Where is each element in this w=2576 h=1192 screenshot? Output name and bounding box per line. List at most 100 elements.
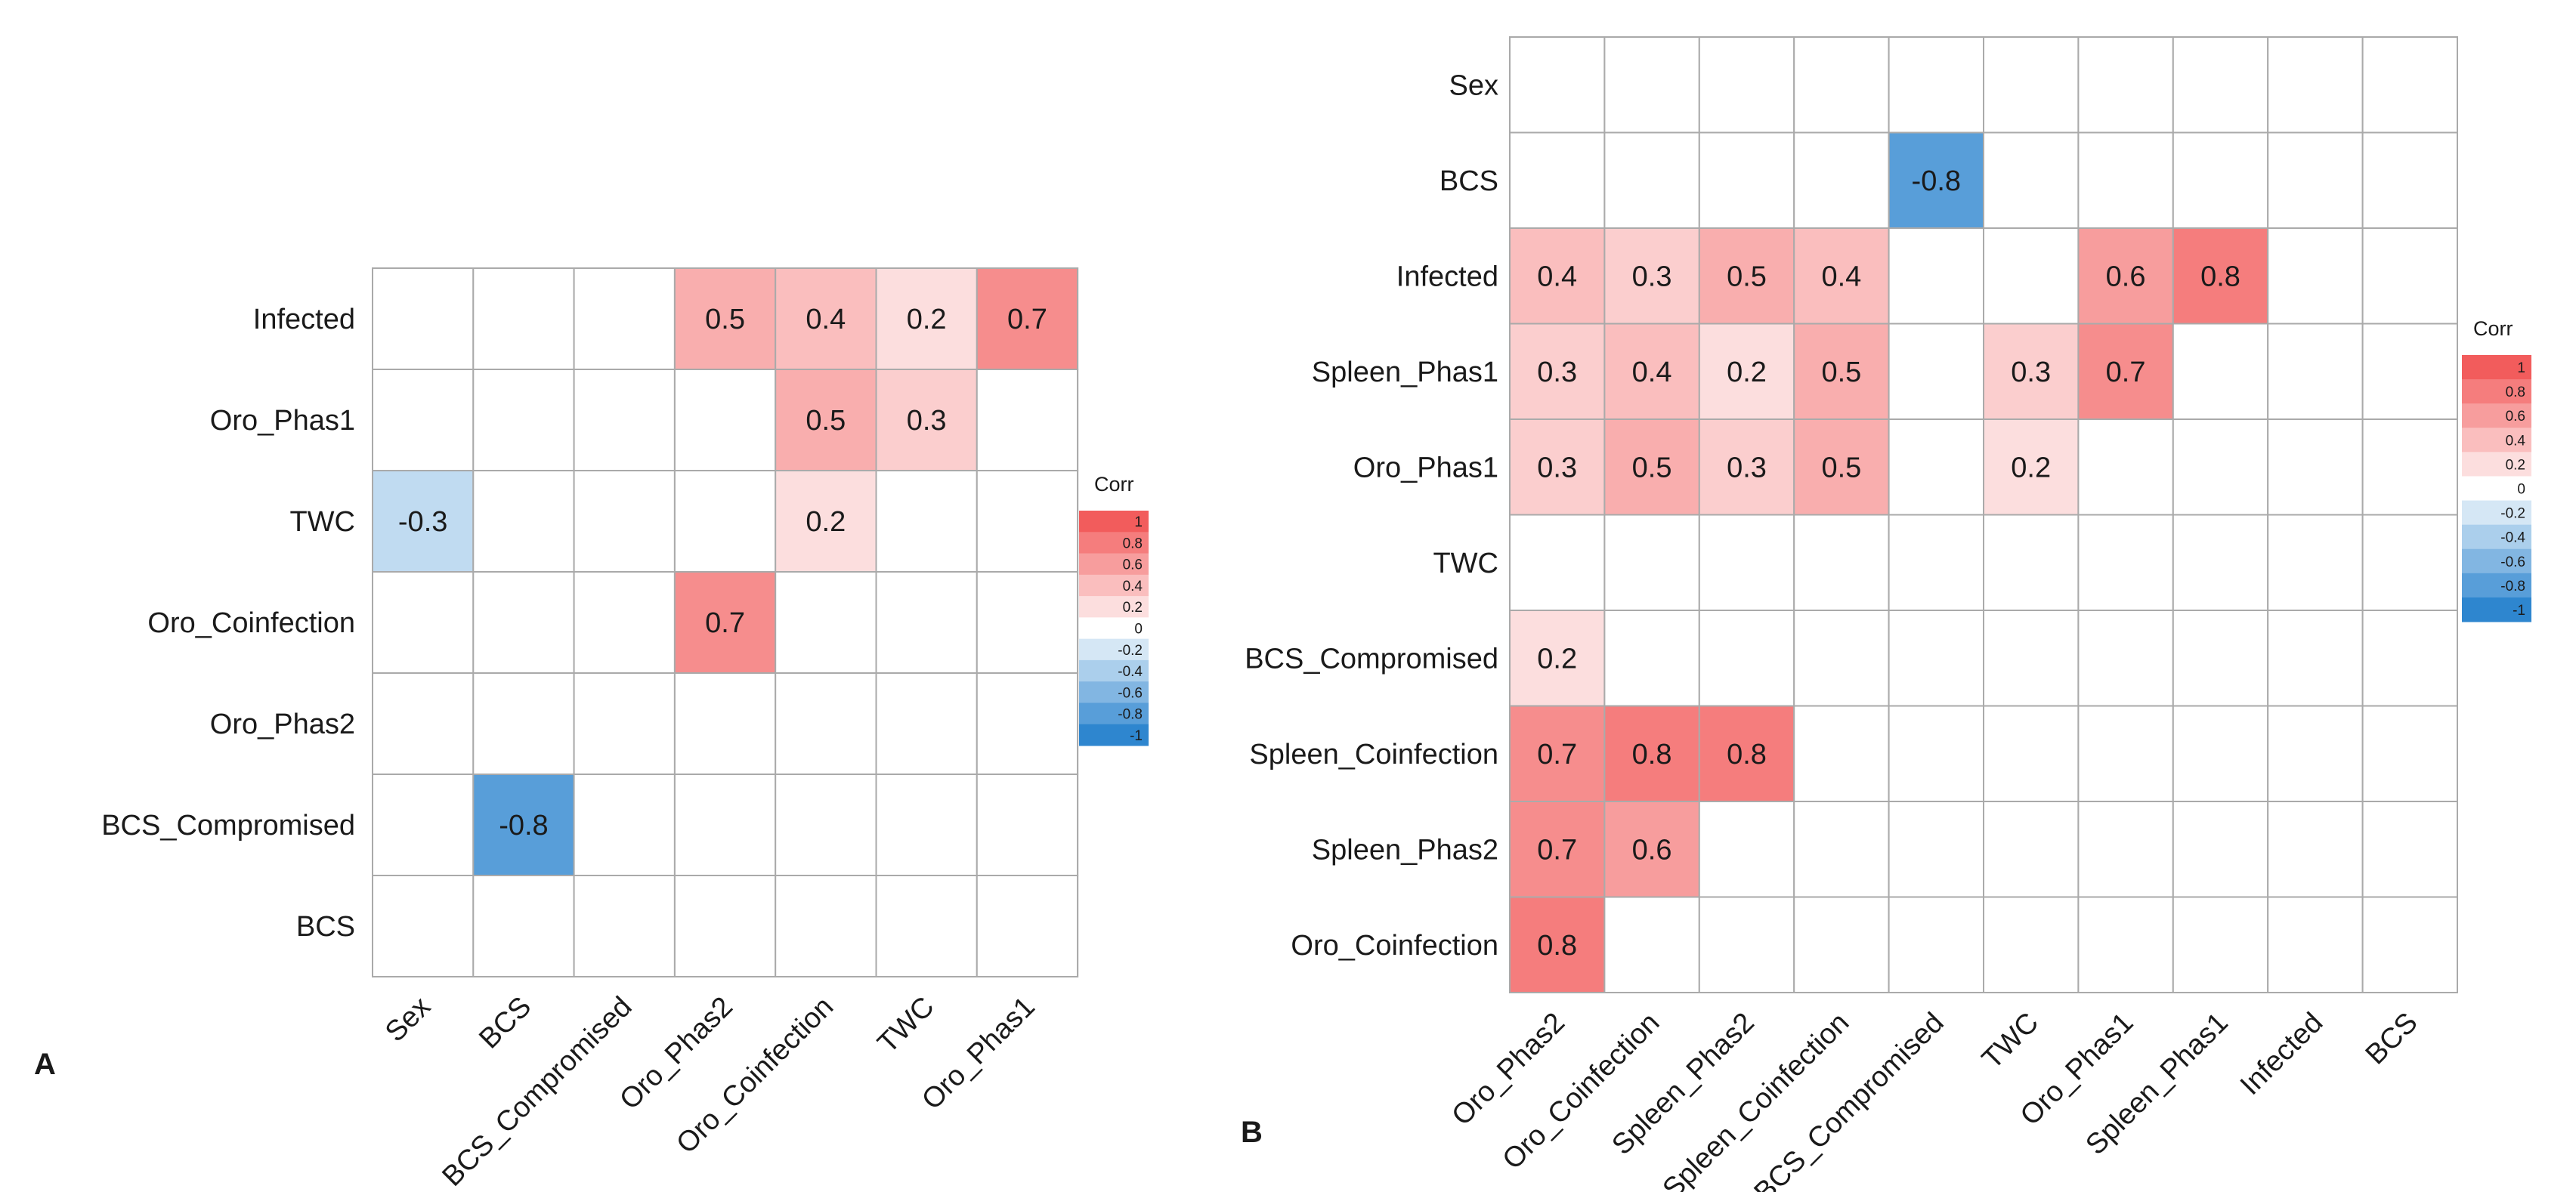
row-label-infected: Infected	[253, 304, 355, 335]
legend-swatch	[2462, 500, 2531, 526]
row-label-infected: Infected	[1396, 261, 1498, 292]
column-label-twc: TWC	[1976, 1007, 2045, 1076]
heatmap-cell	[1793, 227, 1890, 325]
heatmap-cell	[372, 369, 475, 471]
heatmap-cell	[1888, 131, 1985, 229]
heatmap-cell	[673, 470, 777, 573]
heatmap-cell	[573, 875, 676, 977]
heatmap-cell	[1509, 36, 1606, 134]
heatmap-cell	[673, 672, 777, 775]
heatmap-cell	[976, 369, 1079, 471]
row-label-spleen-phas1: Spleen_Phas1	[1312, 357, 1498, 388]
heatmap-cell	[1888, 801, 1985, 898]
row-label-sex: Sex	[1449, 69, 1498, 101]
heatmap-cell	[2172, 705, 2269, 802]
heatmap-cell	[2267, 131, 2364, 229]
column-label-oro-coinfection: Oro_Coinfection	[1497, 1007, 1666, 1176]
legend-tick-label: 0	[2517, 482, 2525, 498]
heatmap-cell	[875, 875, 978, 977]
heatmap-cell	[1793, 801, 1890, 898]
heatmap-cell	[673, 875, 777, 977]
legend: Corr 1 0.8 0.6 0.4 0.2 0 -0.2 -0.4 -0.6 -0.8 -1	[2462, 317, 2531, 622]
legend: Corr 1 0.8 0.6 0.4 0.2 0 -0.2 -0.4 -0.6 -0.8 -1	[1079, 473, 1149, 746]
heatmap-cell	[1509, 801, 1606, 898]
cell-value-label: 0.3	[1632, 261, 1672, 292]
heatmap-cell	[2172, 896, 2269, 993]
heatmap-cell	[472, 875, 575, 977]
heatmap-cell	[2077, 36, 2174, 134]
legend-swatch	[1079, 638, 1149, 661]
column-label-bcs: BCS	[2360, 1007, 2424, 1071]
row-label-oro-coinfection: Oro_Coinfection	[147, 607, 355, 639]
row-label-spleen-phas2: Spleen_Phas2	[1312, 834, 1498, 866]
legend-swatch	[2462, 355, 2531, 380]
cell-value-label: 0.4	[1821, 261, 1861, 292]
heatmap-cell	[1509, 131, 1606, 229]
heatmap-cell	[1793, 896, 1890, 993]
heatmap-cell	[2361, 610, 2459, 707]
cell-value-label: 0.3	[2011, 357, 2051, 388]
legend-tick-label: 0.2	[1123, 600, 1143, 616]
legend-tick-label: -0.6	[1118, 685, 1143, 701]
cell-value-label: 0.2	[907, 304, 947, 335]
heatmap-cell	[2267, 227, 2364, 325]
panel-b-label: B	[1241, 1116, 1263, 1149]
legend-swatch	[1079, 659, 1149, 682]
heatmap-cell	[1698, 801, 1795, 898]
heatmap-cell	[875, 470, 978, 573]
heatmap-cell	[1888, 227, 1985, 325]
heatmap-cell	[1793, 323, 1890, 420]
column-label-sex: Sex	[379, 991, 437, 1048]
heatmap-cell	[1509, 227, 1606, 325]
cell-value-label: 0.7	[1007, 304, 1047, 335]
cell-value-label: 0.6	[2106, 261, 2146, 292]
heatmap-cell	[2172, 514, 2269, 611]
row-label-twc: TWC	[1433, 548, 1498, 579]
heatmap-cell	[472, 369, 575, 471]
heatmap-cell	[2267, 323, 2364, 420]
heatmap-cell	[775, 774, 877, 876]
heatmap-cell	[1603, 896, 1700, 993]
cell-value-label: -0.8	[499, 810, 548, 842]
heatmap-border	[1509, 36, 2458, 993]
heatmap-cell	[372, 571, 475, 674]
cell-value-label: 0.7	[1537, 739, 1577, 770]
legend-swatch	[1079, 724, 1149, 746]
legend-swatch	[1079, 574, 1149, 597]
heatmap-cell	[573, 470, 676, 573]
heatmap-cell	[472, 267, 575, 370]
heatmap-cell	[2077, 801, 2174, 898]
row-label-bcs: BCS	[1440, 165, 1498, 197]
heatmap-cell	[976, 470, 1079, 573]
heatmap-cell	[1983, 896, 2080, 993]
cell-value-label: 0.5	[1821, 357, 1861, 388]
heatmap-cell	[1793, 705, 1890, 802]
heatmap-cell	[2267, 705, 2364, 802]
heatmap-cell	[673, 267, 777, 370]
legend-tick-label: 0.6	[2506, 409, 2525, 425]
cell-value-label: 0.8	[1632, 739, 1672, 770]
legend-tick-label: -0.6	[2500, 554, 2525, 570]
heatmap-cell	[2361, 801, 2459, 898]
heatmap-cell	[2172, 801, 2269, 898]
column-label-bcs: BCS	[473, 991, 537, 1055]
heatmap-cell	[673, 774, 777, 876]
legend-tick-label: 0.2	[2506, 457, 2525, 473]
cell-value-label: 0.5	[1727, 261, 1767, 292]
panel-b-heatmap: -0.8 0.4 0.3 0.5 0.4 0.6 0.8 0.3 0.4 0.2 0.5 0.3 0.7…	[1245, 36, 2531, 1192]
legend-title: Corr	[1094, 473, 1134, 496]
legend-swatch	[2462, 524, 2531, 550]
legend-tick-label: 0.8	[1123, 536, 1143, 551]
heatmap-cell	[472, 470, 575, 573]
heatmap-cell	[1509, 896, 1606, 993]
legend-tick-label: 0.6	[1123, 557, 1143, 573]
cell-value-label: 0.5	[705, 304, 745, 335]
heatmap-cell	[472, 774, 575, 876]
heatmap-cell	[372, 875, 475, 977]
heatmap-cell	[875, 672, 978, 775]
heatmap-cell	[2172, 131, 2269, 229]
row-label-spleen-coinfection: Spleen_Coinfection	[1249, 739, 1498, 770]
heatmap-cell	[1888, 896, 1985, 993]
heatmap-cell	[1983, 227, 2080, 325]
